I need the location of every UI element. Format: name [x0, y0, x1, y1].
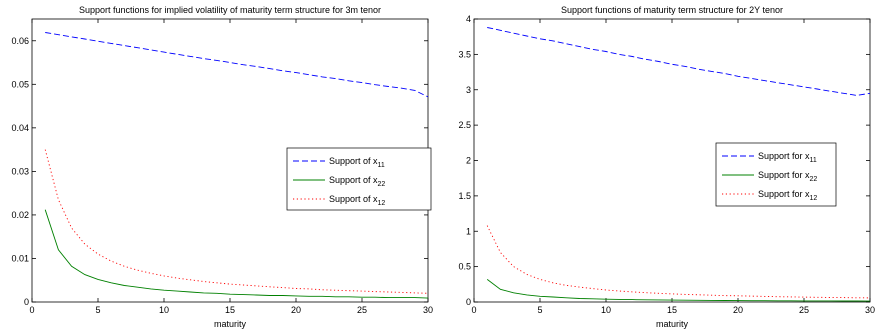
legend-entry-text: Support of x	[329, 194, 378, 204]
y-tick-label: 3	[466, 85, 471, 95]
y-tick-label: 0	[466, 297, 471, 307]
x-tick-label: 10	[601, 305, 611, 315]
x-tick-label: 10	[159, 305, 169, 315]
legend-entry-text: Support for x	[758, 170, 810, 180]
legend-entry-subscript: 11	[378, 162, 385, 169]
y-tick-label: 2	[466, 156, 471, 166]
x-tick-label: 30	[865, 305, 875, 315]
y-tick-label: 3.5	[458, 49, 471, 59]
x-tick-label: 15	[667, 305, 677, 315]
legend-box	[715, 142, 837, 207]
y-tick-label: 1	[466, 226, 471, 236]
y-tick-label: 0.5	[458, 262, 471, 272]
x-tick-label: 0	[471, 305, 476, 315]
x-tick-label: 15	[225, 305, 235, 315]
legend-entry: Support of x22	[329, 175, 385, 188]
y-tick-label: 0.01	[11, 253, 29, 263]
legend-entry-subscript: 12	[378, 200, 386, 207]
x-tick-label: 0	[29, 305, 34, 315]
legend-entry-subscript: 22	[810, 176, 818, 183]
chart-1: Support functions for implied volatility…	[11, 5, 433, 329]
y-tick-label: 0.02	[11, 210, 29, 220]
legend-entry-text: Support of x	[329, 156, 378, 166]
chart-title: Support functions of maturity term struc…	[561, 5, 783, 15]
legend-entry-text: Support for x	[758, 151, 810, 161]
legend-entry-subscript: 22	[378, 181, 386, 188]
legend-box	[286, 147, 432, 211]
y-tick-label: 0.03	[11, 166, 29, 176]
series-line-12	[486, 225, 871, 299]
y-tick-label: 4	[466, 14, 471, 24]
y-tick-label: 0	[24, 297, 29, 307]
x-tick-label: 30	[423, 305, 433, 315]
legend-entry-text: Support of x	[329, 175, 378, 185]
y-tick-label: 0.05	[11, 79, 29, 89]
x-tick-label: 25	[357, 305, 367, 315]
x-tick-label: 20	[291, 305, 301, 315]
x-tick-label: 5	[95, 305, 100, 315]
series-line-22	[44, 209, 429, 299]
x-axis-label: maturity	[656, 319, 689, 329]
x-tick-label: 5	[537, 305, 542, 315]
y-tick-label: 0.04	[11, 123, 29, 133]
x-axis-label: maturity	[214, 319, 247, 329]
series-line-22	[486, 279, 871, 302]
y-tick-label: 0.06	[11, 36, 29, 46]
x-tick-label: 20	[733, 305, 743, 315]
series-line-11	[45, 32, 429, 98]
legend-entry-subscript: 11	[810, 157, 817, 164]
legend-entry: Support for x11	[758, 151, 817, 164]
x-tick-label: 25	[799, 305, 809, 315]
legend-entry-subscript: 12	[810, 195, 818, 202]
legend-entry-text: Support for x	[758, 189, 810, 199]
legend-entry: Support for x22	[758, 170, 817, 183]
chart-title: Support functions for implied volatility…	[79, 5, 381, 15]
series-line-11	[487, 27, 871, 96]
chart-2: Support functions of maturity term struc…	[458, 5, 875, 329]
legend-entry: Support of x11	[329, 156, 385, 169]
y-tick-label: 1.5	[458, 191, 471, 201]
legend-entry: Support of x12	[329, 194, 385, 207]
y-tick-label: 2.5	[458, 120, 471, 130]
legend-entry: Support for x12	[758, 189, 817, 202]
